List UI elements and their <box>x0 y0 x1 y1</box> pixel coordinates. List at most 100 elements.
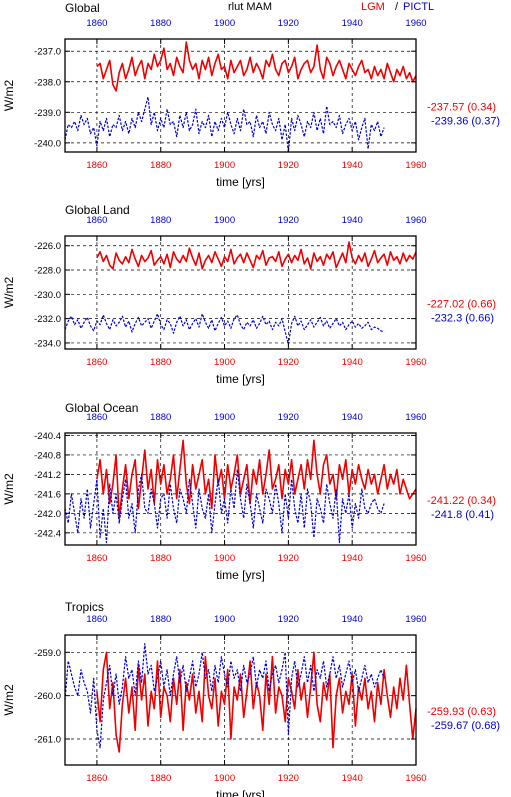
panel-title: Global Land <box>65 203 130 217</box>
x-tick-label-bottom: 1940 <box>342 773 363 784</box>
x-tick-label-bottom: 1960 <box>405 160 426 171</box>
x-tick-label-bottom: 1920 <box>278 773 299 784</box>
plot-frame <box>64 235 417 350</box>
x-tick-label-bottom: 1920 <box>278 160 299 171</box>
y-tick-label: -226.0 <box>34 241 61 252</box>
x-tick-label-top: 1960 <box>405 614 426 625</box>
y-tick-label: -234.0 <box>34 338 61 349</box>
stat-label-pictl: -259.67 (0.68) <box>431 720 500 732</box>
x-tick-label-bottom: 1860 <box>86 160 107 171</box>
x-tick-label-bottom: 1960 <box>405 357 426 368</box>
x-tick-label-bottom: 1940 <box>342 357 363 368</box>
x-tick-label-top: 1920 <box>278 412 299 423</box>
x-tick-label-top: 1960 <box>405 412 426 423</box>
x-tick-label-bottom: 1940 <box>342 160 363 171</box>
legend-pictl: PICTL <box>403 1 434 13</box>
x-tick-label-bottom: 1900 <box>214 357 235 368</box>
x-tick-label-bottom: 1900 <box>214 160 235 171</box>
y-tick-label: -237.0 <box>34 47 61 58</box>
y-tick-label: -241.6 <box>34 489 61 500</box>
series-line-pictl <box>64 96 385 153</box>
stat-label-lgm: -259.93 (0.63) <box>427 706 496 718</box>
y-tick-label: -239.0 <box>34 108 61 119</box>
x-tick-label-bottom: 1880 <box>150 357 171 368</box>
x-tick-label-top: 1860 <box>86 215 107 226</box>
x-tick-label-top: 1920 <box>278 215 299 226</box>
y-tick-label: -232.0 <box>34 314 61 325</box>
series-line-lgm <box>96 41 417 92</box>
panel-title: Tropics <box>65 600 104 614</box>
x-tick-label-bottom: 1880 <box>150 773 171 784</box>
x-tick-label-top: 1880 <box>150 215 171 226</box>
x-tick-label-top: 1880 <box>150 614 171 625</box>
y-axis-label: W/m2 <box>2 80 16 112</box>
y-tick-label: -261.0 <box>34 735 61 746</box>
x-tick-label-top: 1900 <box>214 614 235 625</box>
panel-4: Tropics186018601880188019001900192019201… <box>2 600 500 797</box>
y-tick-label: -240.4 <box>34 431 61 442</box>
y-tick-label: -260.0 <box>34 691 61 702</box>
x-tick-label-top: 1860 <box>86 614 107 625</box>
figure-title: rlut MAM <box>228 1 272 13</box>
x-tick-label-bottom: 1880 <box>150 160 171 171</box>
stat-label-pictl: -241.8 (0.41) <box>431 509 494 521</box>
y-tick-label: -238.0 <box>34 77 61 88</box>
x-tick-label-bottom: 1860 <box>86 553 107 564</box>
panel-1: Global 1860 1860 1880 1880 1900 1900 1920 1920 19… <box>2 1 500 189</box>
series-line-lgm <box>96 241 417 270</box>
x-tick-label-top: 1900 <box>214 215 235 226</box>
stat-label-pictl: -239.36 (0.37) <box>431 116 500 128</box>
y-tick-label: -228.0 <box>34 266 61 277</box>
y-axis-label: W/m2 <box>2 473 16 505</box>
x-tick-label-top: 1900 <box>214 412 235 423</box>
x-axis-label: time [yrs] <box>216 568 265 582</box>
y-tick-label: -230.0 <box>34 290 61 301</box>
x-axis-label: time [yrs] <box>216 372 265 386</box>
x-tick-label-bottom: 1920 <box>278 553 299 564</box>
x-tick-label-bottom: 1940 <box>342 553 363 564</box>
x-tick-label-bottom: 1900 <box>214 553 235 564</box>
stat-label-lgm: -241.22 (0.34) <box>427 495 496 507</box>
panel-title: Global <box>65 1 100 15</box>
x-axis-label: time [yrs] <box>216 788 265 797</box>
x-tick-label-top: 1880 <box>150 412 171 423</box>
x-axis-label: time [yrs] <box>216 175 265 189</box>
x-tick-label-top: 1920 <box>278 18 299 29</box>
panel-title: Global Ocean <box>65 401 138 415</box>
stat-label-lgm: -227.02 (0.66) <box>427 299 496 311</box>
x-tick-label-top: 1900 <box>214 18 235 29</box>
stat-label-lgm: -237.57 (0.34) <box>427 102 496 114</box>
plot-frame <box>64 38 417 153</box>
legend-lgm: LGM <box>361 1 385 13</box>
x-tick-label-top: 1960 <box>405 18 426 29</box>
x-tick-label-bottom: 1860 <box>86 357 107 368</box>
x-tick-label-bottom: 1960 <box>405 773 426 784</box>
x-tick-label-bottom: 1920 <box>278 357 299 368</box>
y-axis-label: W/m2 <box>2 277 16 309</box>
x-tick-label-bottom: 1880 <box>150 553 171 564</box>
x-tick-label-top: 1940 <box>342 215 363 226</box>
x-tick-label-top: 1940 <box>342 412 363 423</box>
panel-3: Global Ocean1860186018801880190019001920… <box>2 401 496 582</box>
x-tick-label-top: 1860 <box>86 412 107 423</box>
y-tick-label: -242.4 <box>34 528 61 539</box>
series-line-lgm <box>96 439 417 520</box>
legend-separator: / <box>395 1 399 13</box>
y-tick-label: -242.0 <box>34 509 61 520</box>
series-line-pictl <box>64 468 385 544</box>
x-tick-label-top: 1880 <box>150 18 171 29</box>
series-line-lgm <box>96 651 417 753</box>
y-axis-label: W/m2 <box>2 684 16 716</box>
stat-label-pictl: -232.3 (0.66) <box>431 313 494 325</box>
y-tick-label: -241.2 <box>34 470 61 481</box>
x-tick-label-top: 1860 <box>86 18 107 29</box>
panel-2: Global Land18601860188018801900190019201… <box>2 203 496 386</box>
plot-frame <box>64 634 417 766</box>
x-tick-label-bottom: 1860 <box>86 773 107 784</box>
x-tick-label-top: 1960 <box>405 215 426 226</box>
y-tick-label: -240.0 <box>34 138 61 149</box>
plot-frame <box>64 432 417 546</box>
x-tick-label-top: 1920 <box>278 614 299 625</box>
x-tick-label-top: 1940 <box>342 614 363 625</box>
